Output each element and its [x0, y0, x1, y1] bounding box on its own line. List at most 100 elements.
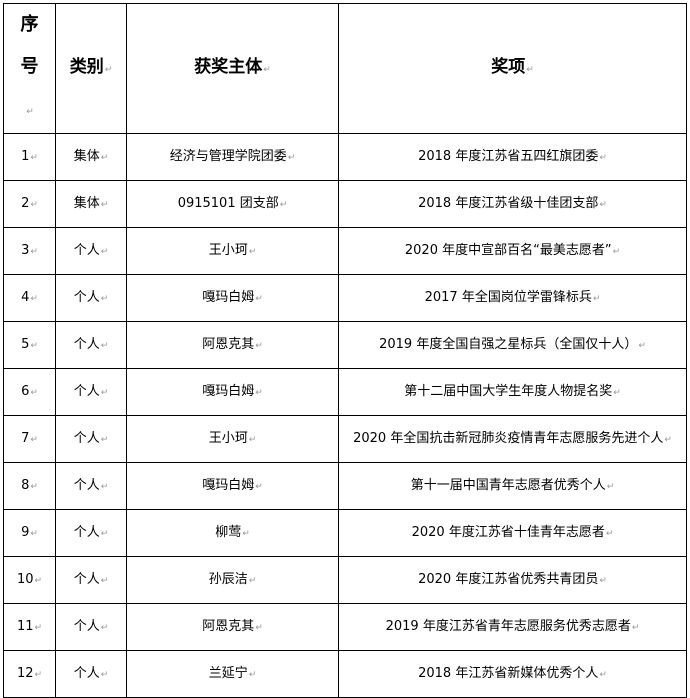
header-award-label: 奖项 — [491, 57, 534, 77]
recipient-text: 阿恩克其 — [202, 337, 263, 352]
cell-seq: 2 — [3, 180, 56, 228]
table-row: 3 个人 王小珂 2020 年度中宣部百名“最美志愿者” — [3, 227, 687, 275]
cell-seq: 10 — [3, 556, 56, 604]
cell-seq: 7 — [3, 415, 56, 463]
category-text: 个人 — [74, 666, 109, 681]
seq-text: 2 — [21, 196, 38, 211]
recipient-text: 经济与管理学院团委 — [170, 149, 296, 164]
recipient-text: 王小珂 — [209, 431, 257, 446]
table-row: 1 集体 经济与管理学院团委 2018 年度江苏省五四红旗团委 — [3, 133, 687, 181]
category-text: 个人 — [74, 619, 109, 634]
recipient-text: 嘎玛白姆 — [202, 384, 263, 399]
cell-recipient: 嘎玛白姆 — [126, 462, 339, 510]
cell-category: 个人 — [55, 227, 127, 275]
header-award: 奖项 — [338, 3, 687, 134]
seq-text: 12 — [17, 666, 42, 681]
cell-category: 集体 — [55, 180, 127, 228]
table-row: 5 个人 阿恩克其 2019 年度全国自强之星标兵（全国仅十人） — [3, 321, 687, 369]
cell-award: 2019 年度全国自强之星标兵（全国仅十人） — [338, 321, 687, 369]
cell-award: 2019 年度江苏省青年志愿服务优秀志愿者 — [338, 603, 687, 651]
cell-award: 2020 年度江苏省十佳青年志愿者 — [338, 509, 687, 557]
recipient-text: 王小珂 — [209, 243, 257, 258]
award-text: 2020 年度江苏省十佳青年志愿者 — [412, 525, 614, 540]
table-row: 12 个人 兰延宁 2018 年江苏省新媒体优秀个人 — [3, 650, 687, 698]
recipient-text: 阿恩克其 — [202, 619, 263, 634]
seq-text: 8 — [21, 478, 38, 493]
header-category-label: 类别 — [70, 57, 113, 77]
table-row: 9 个人 柳莺 2020 年度江苏省十佳青年志愿者 — [3, 509, 687, 557]
cell-award: 2017 年全国岗位学雷锋标兵 — [338, 274, 687, 322]
seq-text: 11 — [17, 619, 42, 634]
seq-text: 9 — [21, 525, 38, 540]
award-text: 2018 年度江苏省级十佳团支部 — [418, 196, 607, 211]
cell-category: 个人 — [55, 321, 127, 369]
cell-seq: 4 — [3, 274, 56, 322]
cell-category: 个人 — [55, 415, 127, 463]
seq-text: 6 — [21, 384, 38, 399]
cell-seq: 9 — [3, 509, 56, 557]
award-text: 2019 年度江苏省青年志愿服务优秀志愿者 — [386, 619, 640, 634]
cell-seq: 11 — [3, 603, 56, 651]
award-text: 2020 年度江苏省优秀共青团员 — [418, 572, 607, 587]
cell-seq: 5 — [3, 321, 56, 369]
award-text: 第十一届中国青年志愿者优秀个人 — [411, 478, 615, 493]
cell-category: 个人 — [55, 462, 127, 510]
cell-recipient: 嘎玛白姆 — [126, 368, 339, 416]
award-text: 2017 年全国岗位学雷锋标兵 — [425, 290, 601, 305]
seq-text: 4 — [21, 290, 38, 305]
seq-text: 10 — [17, 572, 42, 587]
cell-seq: 1 — [3, 133, 56, 181]
cell-recipient: 王小珂 — [126, 415, 339, 463]
table-row: 2 集体 0915101 团支部 2018 年度江苏省级十佳团支部 — [3, 180, 687, 228]
cell-award: 2020 年度中宣部百名“最美志愿者” — [338, 227, 687, 275]
cell-recipient: 阿恩克其 — [126, 603, 339, 651]
cell-award: 第十二届中国大学生年度人物提名奖 — [338, 368, 687, 416]
award-text: 2020 年度中宣部百名“最美志愿者” — [405, 243, 620, 258]
award-text: 2018 年度江苏省五四红旗团委 — [418, 149, 607, 164]
recipient-text: 嘎玛白姆 — [202, 290, 263, 305]
header-category: 类别 — [55, 3, 127, 134]
category-text: 个人 — [74, 525, 109, 540]
award-text: 第十二届中国大学生年度人物提名奖 — [404, 384, 621, 399]
awards-table: 序号 类别 获奖主体 奖项 1 集体 经济与管理学院团委 2018 年度江苏省五四红旗… — [3, 3, 687, 698]
table-row: 4 个人 嘎玛白姆 2017 年全国岗位学雷锋标兵 — [3, 274, 687, 322]
seq-text: 1 — [21, 149, 38, 164]
header-seq-label: 序号 — [20, 4, 40, 133]
cell-award: 2018 年度江苏省五四红旗团委 — [338, 133, 687, 181]
table-row: 7 个人 王小珂 2020 年全国抗击新冠肺炎疫情青年志愿服务先进个人 — [3, 415, 687, 463]
category-text: 个人 — [74, 290, 109, 305]
header-recipient: 获奖主体 — [126, 3, 339, 134]
cell-category: 个人 — [55, 650, 127, 698]
cell-recipient: 嘎玛白姆 — [126, 274, 339, 322]
cell-category: 个人 — [55, 274, 127, 322]
header-recipient-label: 获奖主体 — [194, 57, 271, 77]
cell-seq: 8 — [3, 462, 56, 510]
recipient-text: 柳莺 — [215, 525, 250, 540]
table-row: 11 个人 阿恩克其 2019 年度江苏省青年志愿服务优秀志愿者 — [3, 603, 687, 651]
award-text: 2019 年度全国自强之星标兵（全国仅十人） — [379, 337, 646, 352]
category-text: 个人 — [74, 431, 109, 446]
category-text: 个人 — [74, 384, 109, 399]
cell-award: 2020 年度江苏省优秀共青团员 — [338, 556, 687, 604]
award-text: 2020 年全国抗击新冠肺炎疫情青年志愿服务先进个人 — [353, 431, 672, 446]
header-seq: 序号 — [3, 3, 56, 134]
seq-text: 5 — [21, 337, 38, 352]
seq-text: 7 — [21, 431, 38, 446]
seq-text: 3 — [21, 243, 38, 258]
cell-award: 2018 年度江苏省级十佳团支部 — [338, 180, 687, 228]
cell-seq: 3 — [3, 227, 56, 275]
category-text: 集体 — [74, 149, 109, 164]
cell-category: 个人 — [55, 509, 127, 557]
cell-award: 2018 年江苏省新媒体优秀个人 — [338, 650, 687, 698]
cell-award: 第十一届中国青年志愿者优秀个人 — [338, 462, 687, 510]
cell-category: 个人 — [55, 603, 127, 651]
cell-recipient: 孙辰洁 — [126, 556, 339, 604]
table-row: 10 个人 孙辰洁 2020 年度江苏省优秀共青团员 — [3, 556, 687, 604]
cell-seq: 6 — [3, 368, 56, 416]
recipient-text: 0915101 团支部 — [178, 196, 288, 211]
cell-recipient: 兰延宁 — [126, 650, 339, 698]
category-text: 集体 — [74, 196, 109, 211]
recipient-text: 孙辰洁 — [209, 572, 257, 587]
cell-recipient: 经济与管理学院团委 — [126, 133, 339, 181]
table-row: 6 个人 嘎玛白姆 第十二届中国大学生年度人物提名奖 — [3, 368, 687, 416]
